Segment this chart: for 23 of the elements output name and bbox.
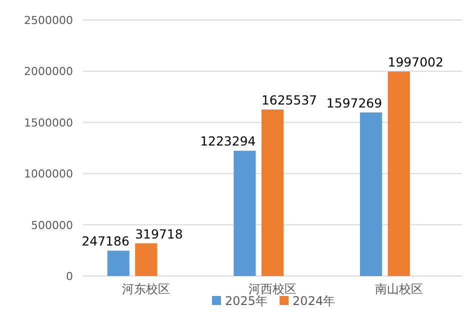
y-tick-label: 1500000 [24,116,73,130]
data-label: 319718 [135,226,183,242]
y-tick-label: 500000 [31,218,73,232]
data-label: 1997002 [388,54,444,70]
x-tick-label: 河西校区 [248,282,296,296]
y-tick-label: 1000000 [24,168,73,181]
bar [135,243,158,276]
y-tick-label: 2500000 [24,14,73,27]
bar [261,110,284,276]
bar [107,250,130,276]
legend-label: 2025年 [225,294,268,308]
data-label: 247186 [82,234,130,249]
data-label: 1625537 [261,92,318,108]
legend-label: 2024年 [292,294,336,308]
x-tick-label: 南山校区 [374,282,423,296]
y-tick-label: 0 [66,270,73,283]
x-tick-label: 河东校区 [122,282,170,296]
y-tick-label: 2000000 [24,65,73,78]
data-label: 1597269 [326,95,382,110]
bar [234,150,256,276]
data-label: 1223294 [200,134,256,149]
bar [388,72,410,276]
bar [360,112,382,276]
